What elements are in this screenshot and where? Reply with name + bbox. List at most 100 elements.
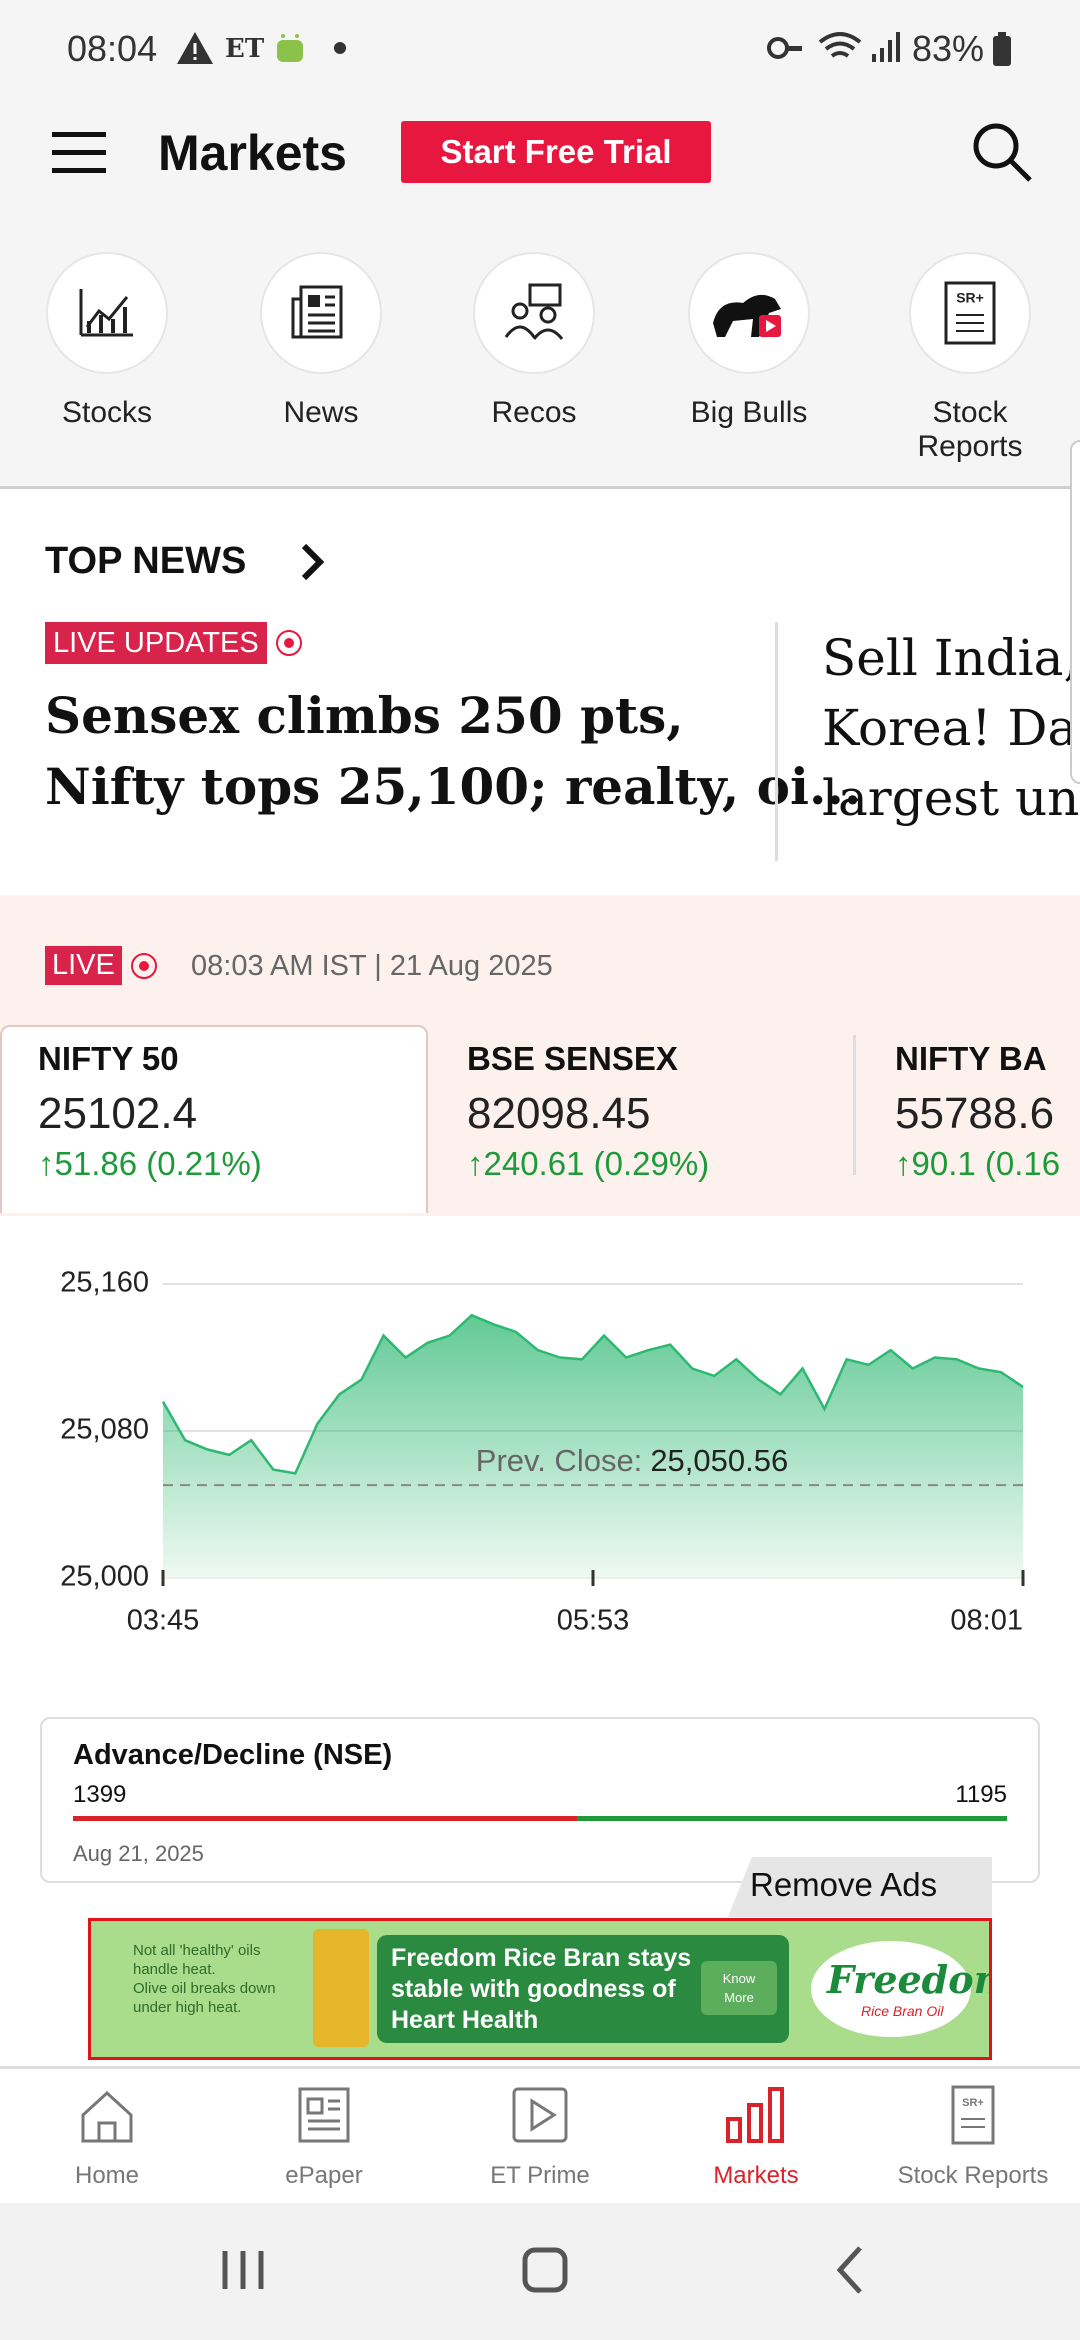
system-nav-buttons [222, 2246, 862, 2294]
shortcut-icon[interactable] [469, 248, 599, 378]
shortcut-icon[interactable] [256, 248, 386, 378]
status-carrier: ET [225, 34, 265, 64]
index-chart: 25,000 25,080 25,160 Prev. Close: 25,050.56 0… [60, 1267, 1025, 1637]
page-title: Markets [158, 125, 347, 181]
live-badge: LIVE [45, 946, 122, 985]
y-tick-label: 25,080 [60, 1414, 149, 1446]
shortcut-label[interactable]: Stock Reports [917, 396, 1023, 463]
ad-line: Not all 'healthy' oils [133, 1942, 261, 1959]
svg-text:SR+: SR+ [956, 290, 984, 306]
status-time: 08:04 [67, 28, 158, 69]
ad-date: Aug 21, 2025 [73, 1841, 204, 1866]
ad-message: Freedom Rice Bran stays stable with goodn… [391, 1943, 691, 2036]
remove-ads-tab [728, 1857, 992, 1917]
status-right-icons [767, 32, 900, 62]
nav-label[interactable]: ePaper [285, 2162, 363, 2189]
menu-button[interactable] [52, 130, 108, 176]
ad-tagline: Not all 'healthy' oils handle heat. Olive … [133, 1941, 276, 2017]
shortcut-label[interactable]: Stocks [61, 396, 153, 429]
ad-line: under high heat. [133, 1999, 242, 2016]
nav-label[interactable]: Home [74, 2162, 140, 2189]
shortcut-icon[interactable]: SR+ [905, 248, 1035, 378]
chevron [301, 543, 325, 581]
battery-icon [993, 32, 1011, 66]
index-change: ↑240.61 (0.29%) [467, 1145, 710, 1182]
prev-close-caption: Prev. Close: [476, 1443, 643, 1478]
ad-line: handle heat. [133, 1961, 216, 1978]
prev-close-value: 25,050.56 [650, 1443, 788, 1478]
ad-title: Advance/Decline (NSE) [73, 1739, 393, 1771]
top-news-section [0, 489, 1080, 895]
scroll-edge [1070, 440, 1080, 784]
x-tick-label: 03:45 [127, 1605, 200, 1637]
ad-brand: Freedom [827, 1957, 989, 2002]
search-button[interactable] [970, 120, 1034, 184]
headline-line: Sell India, I [822, 629, 1080, 687]
shortcut-label[interactable]: Recos [491, 396, 577, 429]
advance-decline-card [40, 1717, 1040, 1883]
ad-line: Freedom Rice Bran stays [391, 1944, 692, 1972]
story-divider [775, 622, 778, 861]
shortcut-label[interactable]: News [283, 396, 359, 429]
top-news-heading[interactable]: TOP NEWS [45, 540, 247, 582]
headline[interactable]: Sensex climbs 250 pts, Nifty tops 25,100;… [45, 680, 861, 822]
index-change: ↑51.86 (0.21%) [38, 1145, 262, 1182]
index-value: 82098.45 [467, 1089, 651, 1138]
nav-label[interactable]: ET Prime [490, 2162, 590, 2189]
timestamp: 08:03 AM IST | 21 Aug 2025 [191, 950, 553, 982]
status-icons: ET [177, 32, 346, 64]
y-tick-label: 25,160 [60, 1267, 149, 1299]
live-dot [131, 953, 157, 979]
ad-logo-bg [811, 1941, 971, 2037]
headline-line: Sensex climbs 250 pts, [45, 686, 684, 745]
nav-icon[interactable] [716, 2075, 796, 2155]
ad-line: Olive oil breaks down [133, 1980, 276, 1997]
advances: 1399 [73, 1781, 127, 1808]
prev-close-label: Prev. Close: 25,050.56 [476, 1443, 788, 1478]
x-tick-label: 08:01 [950, 1605, 1023, 1637]
ad-line: More [724, 1990, 754, 2005]
active-tab [0, 1025, 428, 1213]
system-nav [0, 2203, 1080, 2340]
shortcut-label[interactable]: Big Bulls [690, 396, 808, 429]
remove-ads[interactable]: Remove Ads [750, 1866, 938, 1903]
index-change: ↑90.1 (0.16 [895, 1145, 1061, 1182]
line [161, 1313, 1024, 1475]
ad-line: Heart Health [391, 2006, 539, 2034]
nav-label[interactable]: Stock Reports [897, 2162, 1049, 2189]
trial-button[interactable]: Start Free Trial [401, 121, 711, 183]
index-name[interactable]: BSE SENSEX [467, 1040, 678, 1077]
svg-text:SR+: SR+ [962, 2097, 984, 2109]
divider [0, 486, 1080, 489]
index-value: 25102.4 [38, 1089, 198, 1138]
live-dot [276, 630, 302, 656]
nav-label[interactable]: Markets [713, 2162, 799, 2189]
live-updates-badge: LIVE UPDATES [45, 622, 267, 664]
decline-bar [576, 1816, 1007, 1821]
declines: 1195 [955, 1781, 1007, 1808]
shortcut-icon[interactable] [684, 248, 814, 378]
tab-divider [853, 1035, 856, 1175]
nav-icon[interactable] [500, 2075, 580, 2155]
x-tick-label: 05:53 [557, 1605, 630, 1637]
nav-icon[interactable] [67, 2075, 147, 2155]
ad-cta[interactable]: Know More [701, 1961, 777, 2015]
ad-product [313, 1929, 369, 2047]
index-name[interactable]: NIFTY 50 [38, 1040, 179, 1077]
index-name[interactable]: NIFTY BA [895, 1040, 1047, 1077]
ad-line: stable with goodness of [391, 1975, 676, 2003]
nav-icon[interactable] [284, 2075, 364, 2155]
advance-bar [73, 1816, 577, 1821]
ad-banner[interactable]: Not all 'healthy' oils handle heat. Olive … [88, 1918, 992, 2060]
headline-line: largest und [822, 769, 1080, 827]
ad-line: Know [722, 1971, 756, 1986]
y-tick-label: 25,000 [60, 1561, 149, 1593]
shortcut-icon[interactable] [42, 248, 172, 378]
headline-line: Nifty tops 25,100; realty, oi... [45, 757, 862, 816]
index-value: 55788.6 [895, 1089, 1055, 1138]
nav-icon[interactable]: SR+ [933, 2075, 1013, 2155]
status-battery: 83% [912, 28, 985, 69]
